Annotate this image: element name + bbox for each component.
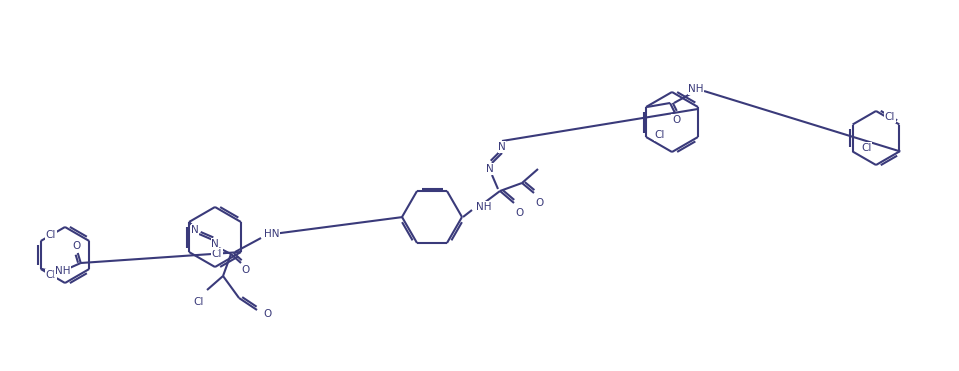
Text: Cl: Cl [46, 230, 57, 240]
Text: NH: NH [689, 84, 704, 94]
Text: O: O [536, 198, 544, 208]
Text: Cl: Cl [861, 142, 872, 152]
Text: NH: NH [55, 266, 70, 276]
Text: Cl: Cl [655, 130, 666, 140]
Text: O: O [672, 115, 680, 125]
Text: Cl: Cl [46, 270, 57, 280]
Text: HN: HN [264, 229, 279, 239]
Text: NH: NH [476, 202, 492, 212]
Text: O: O [73, 241, 81, 251]
Text: Cl: Cl [885, 112, 895, 122]
Text: O: O [263, 309, 271, 319]
Text: O: O [516, 208, 525, 218]
Text: N: N [498, 142, 506, 152]
Text: N: N [191, 225, 199, 235]
Text: Cl: Cl [194, 297, 204, 307]
Text: Cl: Cl [212, 249, 222, 259]
Text: O: O [241, 265, 249, 275]
Text: N: N [211, 239, 219, 249]
Text: N: N [486, 164, 494, 174]
